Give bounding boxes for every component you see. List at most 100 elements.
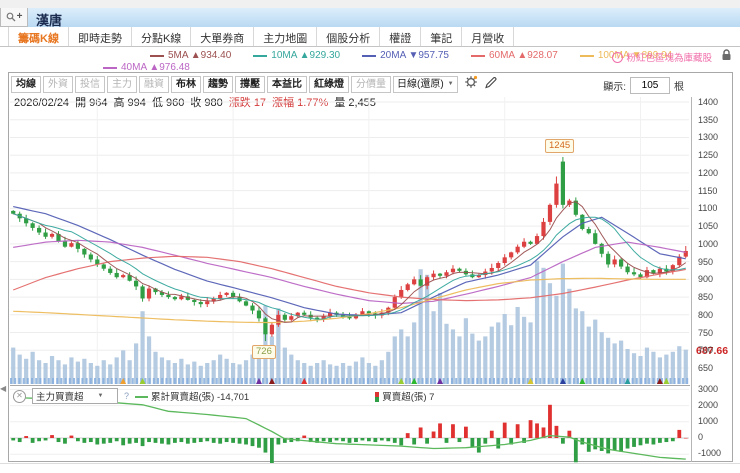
tab-monthly-revenue[interactable]: 月營收 (462, 27, 515, 46)
pencil-icon[interactable] (484, 76, 497, 94)
ma-legend-item: 20MA ▼957.75 (362, 50, 449, 61)
search-add-box[interactable]: + (0, 8, 28, 27)
tab-bar: 籌碼K線 即時走勢 分點K線 大單券商 主力地圖 個股分析 權證 筆記 月營收 (0, 27, 740, 47)
subchart-legend-bar: 買賣超(張) 7 (375, 389, 434, 403)
tab-notes[interactable]: 筆記 (421, 27, 463, 46)
btn-trust[interactable]: 投信 (75, 76, 105, 93)
period-select-value: 日線(還原) (397, 79, 444, 90)
open-value: 964 (89, 97, 108, 109)
info-icon: i (612, 51, 624, 63)
subchart-legend-bar-text: 買賣超(張) 7 (382, 392, 435, 403)
treasury-note: i 粉紅色區塊為庫藏股 (612, 50, 712, 64)
collapse-arrow-icon[interactable]: ◀ (0, 384, 7, 393)
axis-tick-label: 1350 (698, 114, 719, 125)
ma-legend-label: 5MA ▲934.40 (168, 50, 232, 61)
price-axis: 687.66 1400 1350 1300 1250 1200 1150 1100 1050 1… (691, 97, 733, 462)
ma-legend-label: 10MA ▲929.30 (271, 50, 341, 61)
ma-legend-row-2: 40MA ▲976.48 (103, 62, 190, 73)
bars-count-input[interactable] (630, 77, 670, 94)
tab-broker-map[interactable]: 主力地圖 (254, 27, 318, 46)
subchart-netbuy[interactable] (10, 386, 689, 463)
period-select[interactable]: 日線(還原) ▼ (393, 76, 458, 93)
ma-color-dash (362, 54, 377, 57)
main-candlestick-chart[interactable] (10, 97, 689, 385)
lock-icon[interactable] (721, 48, 732, 66)
ma-legend-item: 60MA ▲928.07 (470, 50, 558, 61)
ma-color-dash (579, 54, 594, 57)
line-swatch (135, 396, 149, 399)
ma-legend-row: 5MA ▲934.40 10MA ▲929.30 20MA ▼957.75 60… (150, 50, 672, 61)
chevron-down-icon: ▼ (97, 393, 104, 399)
change-pct-value: 1.77% (297, 97, 329, 109)
ma-color-dash (253, 54, 268, 57)
ma-legend-item: 100MA ▼899.94 (579, 50, 673, 61)
axis-tick-label: 1000 (698, 238, 719, 249)
pane-separator (10, 385, 690, 386)
title-bar (0, 8, 740, 28)
open-label: 開 (75, 97, 87, 109)
btn-support-pressure[interactable]: 撐壓 (235, 76, 265, 93)
high-label: 高 (113, 97, 125, 109)
tab-chip-kline[interactable]: 籌碼K線 (8, 27, 69, 46)
axis-tick-label: 1400 (698, 97, 719, 107)
axis-tick-label: 850 (698, 292, 714, 303)
axis-tick-label: 650 (698, 363, 714, 373)
quote-row: 2026/02/24 開 964 高 994 低 960 收 980 漲跌 17 漲幅 1.… (14, 94, 379, 110)
ma-legend-label: 40MA ▲976.48 (121, 62, 190, 73)
axis-tick-label: 3000 (698, 384, 719, 394)
display-unit: 根 (674, 82, 684, 93)
axis-tick-label: 1250 (698, 150, 719, 161)
axis-tick-label: 950 (698, 256, 714, 267)
axis-tick-label: 2000 (698, 400, 719, 410)
change-value: 17 (253, 97, 267, 109)
quote-date: 2026/02/24 (14, 97, 70, 109)
ma-color-dash (470, 54, 485, 57)
tab-intraday-kline[interactable]: 分點K線 (132, 27, 192, 46)
axis-tick-label: 800 (698, 309, 714, 320)
btn-pe-ratio[interactable]: 本益比 (267, 76, 307, 93)
axis-tick-label: 1300 (698, 132, 719, 143)
low-label: 低 (151, 97, 163, 109)
search-icon (6, 12, 16, 22)
close-value: 980 (204, 97, 223, 109)
tab-warrants[interactable]: 權證 (380, 27, 422, 46)
btn-margin[interactable]: 融資 (139, 76, 169, 93)
tab-stock-analysis[interactable]: 個股分析 (317, 27, 381, 46)
display-label: 顯示: (603, 82, 626, 93)
ma-color-dash (150, 54, 164, 57)
low-value: 960 (165, 97, 185, 109)
treasury-note-text: 粉紅色區塊為庫藏股 (626, 53, 712, 64)
price-axis-red-label: 687.66 (694, 345, 731, 357)
ma-legend-label: 100MA ▼899.94 (597, 50, 673, 61)
btn-bollinger[interactable]: 布林 (171, 76, 201, 93)
bar-swatch (375, 392, 380, 403)
btn-price-volume[interactable]: 分價量 (351, 76, 391, 93)
volume-label: 量 (334, 97, 346, 109)
help-icon[interactable]: ? (124, 391, 130, 401)
close-icon[interactable]: ✕ (13, 389, 26, 403)
change-pct-label: 漲幅 (272, 97, 295, 109)
subchart-selector-value: 主力買賣超 (36, 392, 84, 403)
subchart-legend-line-text: 累計買賣超(張) -14,701 (151, 392, 250, 403)
subchart-legend-line: 累計買賣超(張) -14,701 (135, 389, 249, 403)
btn-traffic-light[interactable]: 紅綠燈 (309, 76, 349, 93)
subchart-selector[interactable]: 主力買賣超 ▼ (32, 388, 118, 404)
axis-tick-label: 1200 (698, 167, 719, 178)
btn-major[interactable]: 主力 (107, 76, 137, 93)
peak-price-label: 1245 (545, 139, 575, 153)
bottom-strip (0, 463, 740, 473)
gear-icon[interactable] (464, 75, 478, 94)
btn-foreign[interactable]: 外資 (43, 76, 73, 93)
chevron-down-icon: ▼ (447, 81, 454, 87)
plus-icon: + (16, 11, 23, 22)
btn-trend[interactable]: 趨勢 (203, 76, 233, 93)
btn-ma[interactable]: 均線 (11, 76, 41, 93)
ma-legend-item: 10MA ▲929.30 (253, 50, 340, 61)
axis-tick-label: 1100 (698, 203, 718, 214)
axis-tick-label: 700 (698, 345, 714, 356)
tab-big-orders[interactable]: 大單券商 (191, 27, 255, 46)
tab-realtime[interactable]: 即時走勢 (69, 27, 132, 46)
axis-tick-label: 750 (698, 327, 714, 338)
change-label: 漲跌 (228, 97, 251, 109)
